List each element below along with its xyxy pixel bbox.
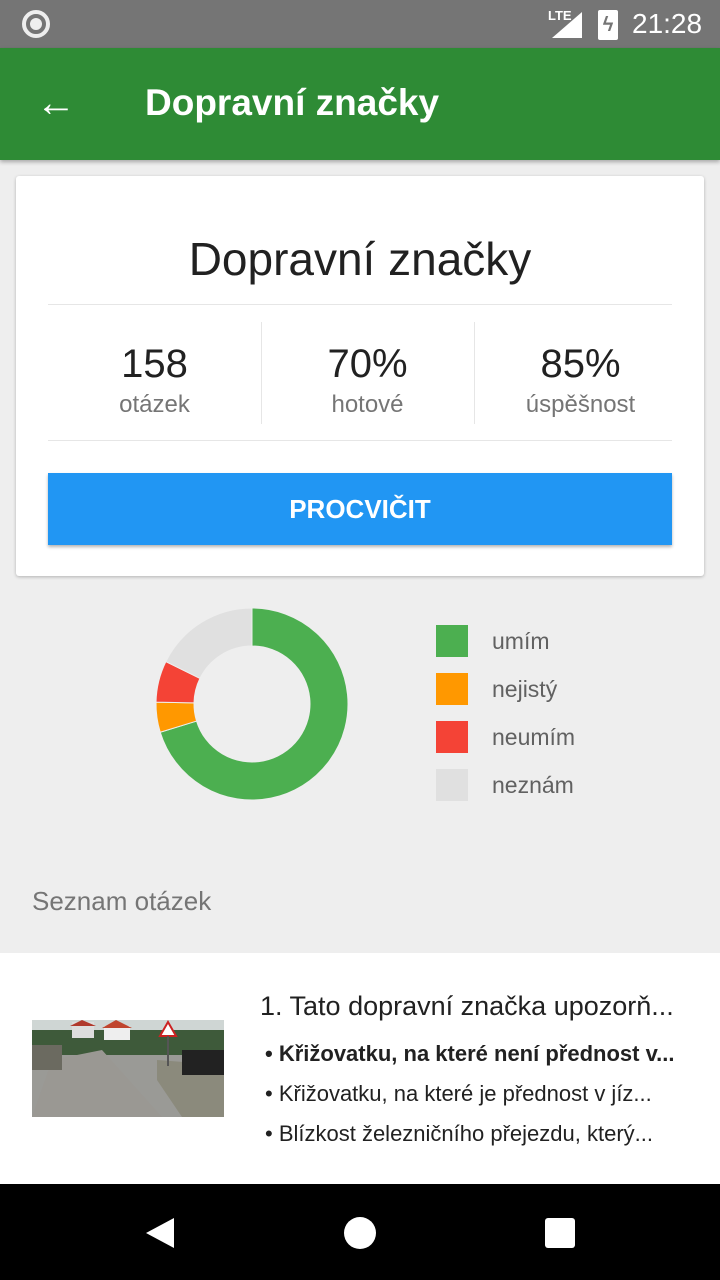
question-list[interactable]: 1. Tato dopravní značka upozorň... • Kři…	[0, 953, 720, 1184]
app-bar: ← Dopravní značky	[0, 48, 720, 160]
legend-label: umím	[492, 627, 550, 654]
divider	[261, 322, 262, 424]
page-title: Dopravní značky	[145, 82, 440, 123]
notification-icon	[22, 10, 50, 38]
answer-text: • Křižovatku, na které není přednost v..…	[265, 1041, 675, 1066]
legend-item: neznám	[436, 761, 575, 809]
answer-text: • Křižovatku, na které je přednost v jíz…	[265, 1081, 652, 1106]
signal-icon	[552, 12, 582, 38]
stat-label: hotové	[331, 391, 404, 418]
divider	[474, 322, 475, 424]
legend-label: neznám	[492, 771, 574, 798]
legend-label: nejistý	[492, 675, 558, 702]
card-title: Dopravní značky	[188, 233, 532, 285]
home-nav-icon[interactable]	[344, 1217, 376, 1249]
navigation-bar	[0, 1184, 720, 1280]
donut-chart	[155, 607, 349, 801]
donut-slice-4	[165, 607, 253, 680]
legend-swatch	[436, 673, 468, 705]
stat-value: 70%	[327, 342, 408, 386]
donut-slice-1	[159, 607, 349, 801]
legend-swatch	[436, 625, 468, 657]
arrow-back-icon[interactable]: ←	[36, 81, 76, 125]
network-type: LTE	[548, 8, 572, 23]
legend-item: nejistý	[436, 665, 575, 713]
stat-label: úspěšnost	[525, 391, 636, 418]
question-image	[32, 1020, 224, 1117]
question-text: 1. Tato dopravní značka upozorň...	[260, 991, 674, 1021]
legend-item: umím	[436, 617, 575, 665]
battery-charging-icon: ϟ	[598, 10, 618, 40]
answer-text: • Blízkost železničního přejezdu, který.…	[265, 1121, 653, 1146]
stat-value: 158	[121, 342, 188, 386]
stat-value: 85%	[540, 342, 621, 386]
stat-label: otázek	[119, 391, 190, 418]
recents-nav-icon[interactable]	[545, 1218, 575, 1248]
legend-item: neumím	[436, 713, 575, 761]
divider	[48, 440, 672, 441]
back-nav-icon[interactable]	[144, 1216, 176, 1250]
legend-label: neumím	[492, 723, 576, 750]
status-bar: LTE ϟ 21:28	[0, 0, 720, 48]
stat-done: 70% hotové	[261, 322, 474, 424]
summary-card: Dopravní značky 158 otázek 70% hotové 85…	[16, 176, 704, 576]
divider	[48, 304, 672, 305]
legend-swatch	[436, 769, 468, 801]
stat-questions: 158 otázek	[48, 322, 261, 424]
chart-legend: umím nejistý neumím neznám	[436, 617, 575, 809]
section-heading: Seznam otázek	[32, 886, 212, 916]
clock: 21:28	[632, 8, 703, 39]
practice-button[interactable]: PROCVIČIT	[48, 473, 672, 545]
stat-success: 85% úspěšnost	[474, 322, 687, 424]
legend-swatch	[436, 721, 468, 753]
